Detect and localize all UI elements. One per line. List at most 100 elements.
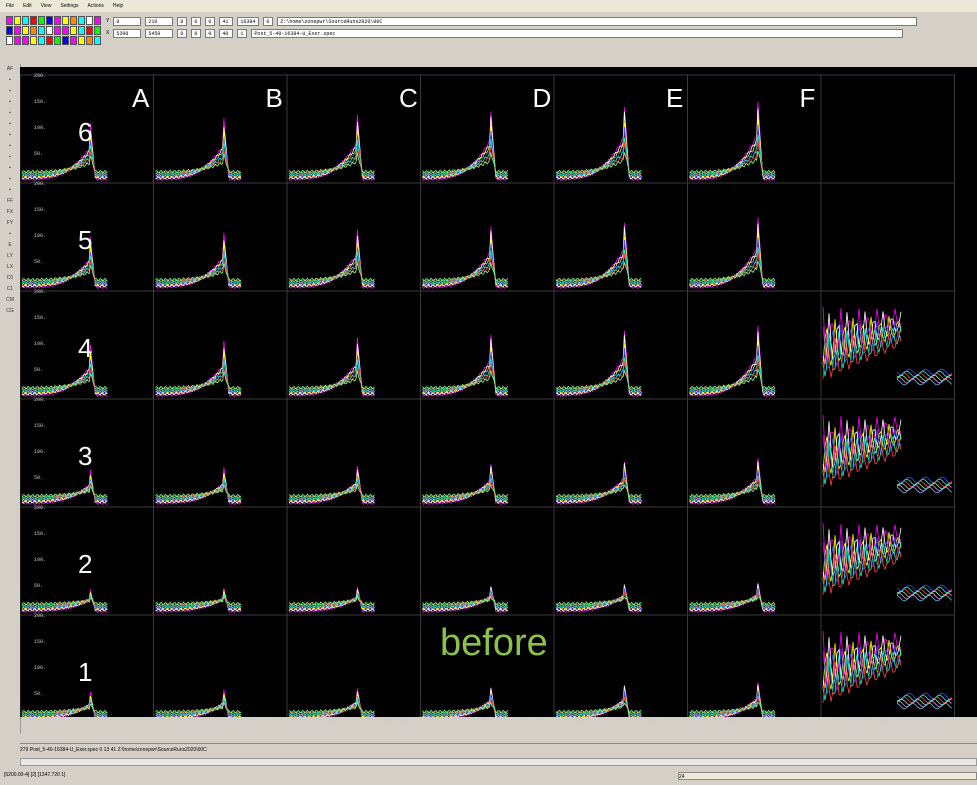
palette-swatch[interactable]	[30, 26, 37, 35]
tool-button[interactable]: ▪	[9, 187, 11, 193]
tool-button[interactable]: ▪	[9, 154, 11, 160]
spectrum-panel[interactable]	[820, 74, 955, 184]
palette-swatch[interactable]	[38, 26, 45, 35]
menu-help[interactable]: Help	[112, 3, 124, 9]
palette-swatch[interactable]	[6, 16, 13, 25]
path-field[interactable]: Z:\home\zonepwr\SourceRuns2020\00C	[277, 16, 918, 26]
menu-settings[interactable]: Settings	[60, 3, 79, 9]
palette-swatch[interactable]	[46, 26, 53, 35]
spectrum-panel[interactable]	[153, 614, 288, 717]
spectrum-panel[interactable]	[286, 290, 421, 400]
menu-actions[interactable]: Actions	[87, 3, 104, 9]
spectrum-panel[interactable]	[286, 182, 421, 292]
palette-swatch[interactable]	[62, 16, 69, 25]
horizontal-scrollbar[interactable]	[20, 758, 977, 766]
palette-swatch[interactable]	[62, 36, 69, 45]
palette-swatch[interactable]	[6, 36, 13, 45]
field-3[interactable]: 0	[177, 28, 188, 38]
tool-button[interactable]: C0	[6, 275, 14, 281]
tool-button[interactable]: ▪	[9, 77, 11, 83]
tool-button[interactable]: ▪	[9, 132, 11, 138]
spectrum-panel[interactable]	[420, 398, 555, 508]
palette-swatch[interactable]	[22, 36, 29, 45]
tool-button[interactable]: C1	[6, 286, 14, 292]
palette-swatch[interactable]	[70, 36, 77, 45]
palette-swatch[interactable]	[14, 26, 21, 35]
field-6[interactable]: 40	[219, 28, 234, 38]
palette-swatch[interactable]	[14, 36, 21, 45]
palette-swatch[interactable]	[70, 16, 77, 25]
tool-button[interactable]: ▪	[9, 231, 11, 237]
field-4[interactable]: 0	[191, 28, 202, 38]
palette-swatch[interactable]	[78, 16, 85, 25]
field-8[interactable]: 0	[263, 16, 274, 26]
palette-swatch[interactable]	[62, 26, 69, 35]
tool-button[interactable]: FY	[6, 220, 14, 226]
spectrum-panel[interactable]	[820, 506, 955, 616]
spectrum-panel[interactable]	[687, 182, 822, 292]
tool-button[interactable]: E	[8, 242, 12, 248]
field-1[interactable]: 5200	[113, 28, 142, 38]
spectrum-panel[interactable]	[687, 398, 822, 508]
spectrum-panel[interactable]	[553, 182, 688, 292]
palette-swatch[interactable]	[78, 26, 85, 35]
spectra-grid[interactable]: 200. 150. 100. 50. 200. 150. 100. 50. 200. 150. 10…	[20, 67, 977, 723]
palette-swatch[interactable]	[78, 36, 85, 45]
spectrum-panel[interactable]	[553, 290, 688, 400]
palette-swatch[interactable]	[14, 16, 21, 25]
tool-button[interactable]: CM	[6, 297, 14, 303]
spectrum-panel[interactable]	[153, 290, 288, 400]
field-7[interactable]: 16384	[237, 16, 260, 26]
field-2[interactable]: 210	[145, 16, 174, 26]
palette-swatch[interactable]	[22, 26, 29, 35]
palette-swatch[interactable]	[54, 16, 61, 25]
field-6[interactable]: 41	[219, 16, 234, 26]
field-5[interactable]: 0	[205, 28, 216, 38]
palette-swatch[interactable]	[54, 36, 61, 45]
spectrum-panel[interactable]	[420, 182, 555, 292]
spectrum-panel[interactable]	[286, 614, 421, 717]
tool-button[interactable]: AF	[6, 66, 14, 72]
field-1[interactable]: 0	[113, 16, 142, 26]
spectrum-panel[interactable]	[153, 506, 288, 616]
spectrum-panel[interactable]	[687, 290, 822, 400]
tool-button[interactable]: ▪	[9, 99, 11, 105]
spectrum-panel[interactable]	[820, 398, 955, 508]
tool-button[interactable]: LX	[6, 264, 14, 270]
color-palette[interactable]	[6, 16, 102, 46]
palette-swatch[interactable]	[30, 36, 37, 45]
palette-swatch[interactable]	[38, 16, 45, 25]
file-field[interactable]: Post_5-40-16384-U_Exer.spec	[251, 28, 904, 38]
palette-swatch[interactable]	[6, 26, 13, 35]
spectrum-panel[interactable]	[820, 614, 955, 717]
tool-button[interactable]: ▪	[9, 176, 11, 182]
tool-button[interactable]: LY	[7, 253, 13, 259]
palette-swatch[interactable]	[86, 26, 93, 35]
tool-button[interactable]: ▪	[9, 121, 11, 127]
palette-swatch[interactable]	[94, 26, 101, 35]
tool-button[interactable]: FF	[6, 198, 14, 204]
tool-button[interactable]: ▪	[9, 110, 11, 116]
tool-button[interactable]: CG	[6, 308, 14, 314]
menu-file[interactable]: File	[6, 3, 15, 9]
tool-button[interactable]: ▪	[9, 143, 11, 149]
tool-button[interactable]: FX	[6, 209, 14, 215]
palette-swatch[interactable]	[38, 36, 45, 45]
palette-swatch[interactable]	[30, 16, 37, 25]
field-2[interactable]: 5450	[145, 28, 174, 38]
palette-swatch[interactable]	[86, 36, 93, 45]
palette-swatch[interactable]	[70, 26, 77, 35]
field-5[interactable]: 0	[205, 16, 216, 26]
menu-view[interactable]: View	[40, 3, 52, 9]
field-4[interactable]: 0	[191, 16, 202, 26]
spectrum-panel[interactable]	[153, 182, 288, 292]
palette-swatch[interactable]	[94, 16, 101, 25]
spectrum-panel[interactable]	[420, 290, 555, 400]
tool-button[interactable]: ▪	[9, 88, 11, 94]
menu-edit[interactable]: Edit	[23, 3, 32, 9]
palette-swatch[interactable]	[86, 16, 93, 25]
field-3[interactable]: 0	[177, 16, 188, 26]
field-7[interactable]: 1	[237, 28, 248, 38]
spectrum-panel[interactable]	[820, 182, 955, 292]
tool-button[interactable]: ▪	[9, 165, 11, 171]
